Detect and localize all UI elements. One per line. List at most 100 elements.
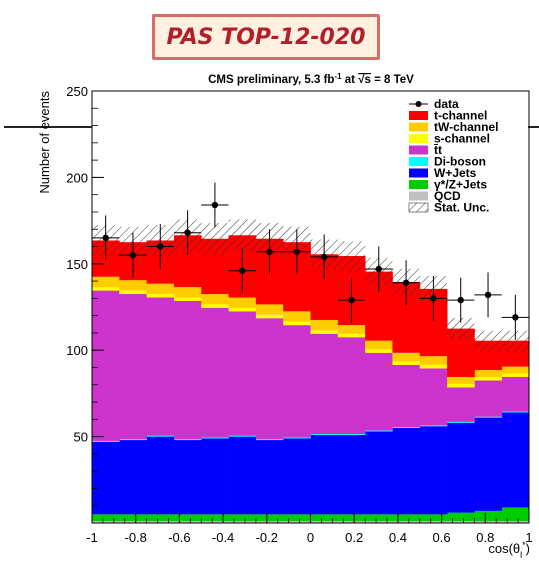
bar-3-13 [447,421,475,423]
stat-unc-band-4 [201,223,229,255]
data-point-12 [430,295,437,302]
bar-4-3 [173,300,202,440]
y-tick-label-0: 50 [74,430,88,445]
bar-0-0 [92,521,120,523]
legend-label-7: γ*/Z+Jets [434,178,487,192]
bar-5-6 [255,314,284,319]
bar-6-15 [501,366,530,374]
x-tick-label-3: -0.4 [212,530,234,545]
bar-0-8 [310,521,339,523]
bar-6-7 [283,311,311,322]
bar-1-1 [119,514,148,522]
bar-6-12 [419,356,448,365]
bar-5-10 [365,349,393,353]
bar-2-0 [92,441,120,515]
bar-4-5 [228,311,257,436]
bar-3-10 [365,430,393,432]
legend-label-3: s-channel [434,132,490,146]
bar-2-8 [310,434,339,515]
bar-3-8 [310,434,339,435]
bar-5-14 [474,376,503,381]
bar-3-4 [201,437,229,439]
bar-4-14 [474,380,503,417]
bar-2-11 [392,427,421,515]
bar-0-3 [173,521,202,523]
bar-3-2 [146,435,175,437]
x-tick-label-7: 0.4 [389,530,407,545]
bar-0-2 [146,521,175,523]
bar-1-8 [310,514,339,522]
slide-rule-left [4,126,92,128]
x-tick-label-0: -1 [86,530,98,545]
bar-4-11 [392,364,421,428]
data-point-8 [320,253,328,261]
bar-6-2 [146,283,175,295]
bar-3-3 [173,439,202,441]
data-point-3 [184,229,191,236]
bar-6-14 [474,370,503,377]
legend-swatch-2 [409,122,428,132]
bar-0-7 [283,521,311,523]
bar-1-11 [392,514,421,522]
y-tick-label-4: 250 [66,84,88,99]
bar-5-12 [419,364,448,369]
data-point-9 [348,296,355,304]
x-tick-label-5: 0 [307,530,314,545]
bar-0-4 [201,521,229,523]
legend-swatch-1 [409,111,428,120]
bar-4-4 [201,307,229,438]
bar-3-14 [474,416,503,418]
bar-3-0 [92,440,120,442]
bar-4-1 [119,294,148,440]
x-tick-label-4: -0.2 [256,530,278,545]
bar-2-5 [228,436,257,515]
bar-4-8 [310,333,339,435]
legend-label-9: Stat. Unc. [434,201,489,215]
bar-0-10 [365,521,393,523]
chart-title: CMS preliminary, 5.3 fb-1 at √s = 8 TeV [208,72,414,87]
bar-0-15 [501,521,530,523]
bar-4-10 [365,352,393,431]
bar-1-12 [419,514,448,522]
bar-3-9 [337,434,366,435]
data-point-2 [157,243,164,250]
bar-2-2 [146,436,175,515]
legend-swatch-5 [409,157,428,166]
bar-5-5 [228,307,257,312]
legend-label-4: t̄t [434,143,442,157]
bar-0-14 [474,521,503,523]
bar-4-15 [501,376,530,412]
y-tick-label-1: 100 [66,343,88,358]
bar-1-2 [146,514,175,522]
bar-1-4 [201,514,229,522]
legend-label-6: W+Jets [434,166,477,180]
bar-2-3 [173,440,202,515]
bar-3-11 [392,427,421,428]
legend-label-8: QCD [434,189,461,203]
x-tick-label-9: 0.8 [476,530,494,545]
bar-6-4 [201,294,229,305]
legend-swatch-8 [409,191,428,201]
bar-5-11 [392,361,421,365]
data-point-11 [402,279,410,287]
bar-3-15 [501,411,530,413]
stat-unc-band-9 [337,241,366,271]
data-point-6 [266,248,273,255]
bar-0-6 [255,521,284,523]
data-point-0 [102,234,109,242]
bar-4-6 [255,318,284,440]
bar-1-6 [255,514,284,522]
bar-6-9 [337,325,366,334]
bar-5-0 [92,287,120,291]
bar-0-5 [228,521,257,523]
bar-6-5 [228,297,257,308]
stat-unc-band-5 [228,219,256,252]
bar-2-10 [365,431,393,515]
bar-1-10 [365,514,393,522]
bar-6-0 [92,276,120,288]
bar-3-7 [283,437,311,439]
legend-swatch-4 [409,145,428,155]
bar-3-5 [228,435,257,437]
legend-label-5: Di-boson [434,155,486,169]
